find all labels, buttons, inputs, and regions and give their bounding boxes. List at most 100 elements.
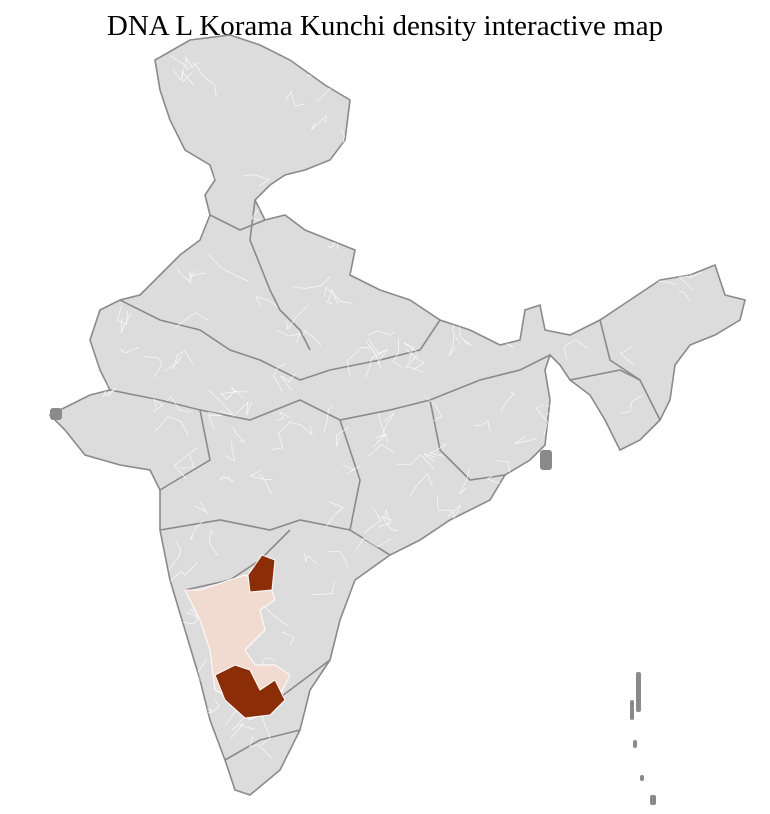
district-border [120,312,132,334]
district-border [168,540,181,571]
district-border [427,749,445,763]
district-border [388,132,404,152]
region-karnataka-high-north[interactable] [247,554,276,593]
district-border [521,554,536,581]
district-border [635,515,653,524]
district-border [249,735,273,760]
district-border [360,712,389,744]
district-border [534,150,557,160]
district-border [478,106,493,123]
district-border [603,262,622,290]
district-border [423,453,436,463]
district-border [349,68,366,87]
district-border [119,347,139,354]
district-border [405,349,425,371]
district-border [372,413,386,448]
district-border [154,416,189,436]
district-border [141,545,157,560]
district-border [108,196,135,216]
district-border [87,576,108,592]
district-border [587,468,598,491]
district-border [180,454,195,469]
district-border [458,325,472,347]
region-karnataka-high-south[interactable] [214,664,286,719]
district-border [396,454,434,470]
district-border [369,221,391,237]
district-border [666,50,683,62]
district-border [101,259,110,277]
district-border [607,546,617,558]
district-border [105,287,120,301]
district-border [642,571,655,588]
district-border [272,420,292,450]
district-border [667,633,685,653]
district-border [527,623,561,641]
district-border [678,272,702,291]
district-border [560,427,575,444]
district-border [451,150,475,166]
district-border [176,267,196,282]
district-border [147,197,160,218]
district-border [429,442,446,457]
district-border [591,637,615,651]
district-border [688,728,703,749]
district-border [392,152,414,169]
district-border [332,181,343,196]
district-border [423,395,442,422]
district-border [141,716,161,737]
district-border [685,133,702,156]
district-border [342,464,361,474]
district-border [408,669,423,694]
district-border [194,502,208,515]
district-border [311,114,327,131]
district-border [346,346,372,376]
district-border [686,363,719,376]
district-border [172,156,190,185]
district-border [220,391,248,400]
district-border [208,254,249,282]
district-border [185,56,202,70]
district-border [499,723,510,737]
district-border [255,296,278,308]
district-border [326,288,338,305]
district-border [219,475,235,483]
district-border [409,473,433,497]
district-border [381,516,399,532]
district-border [336,427,349,447]
district-border [149,207,169,220]
district-border [367,330,395,337]
district-border [368,85,397,97]
district-border [103,172,134,180]
district-border [233,401,252,417]
district-border [610,601,639,625]
district-border [538,547,554,562]
district-border [281,631,295,645]
district-border [170,155,183,178]
district-border [516,531,536,551]
district-border [415,650,444,654]
district-border [536,77,564,92]
district-border [189,272,206,285]
district-border [435,154,458,170]
district-border [677,290,691,302]
district-border [244,174,270,187]
map-title: DNA L Korama Kunchi density interactive … [106,10,664,42]
district-border [335,663,358,679]
district-border [680,411,699,423]
district-border [410,204,428,225]
district-border [581,61,611,72]
district-border [538,566,560,578]
district-border [230,723,256,739]
district-border [121,484,143,503]
district-border [588,670,606,693]
district-border [368,338,389,365]
district-border [579,464,606,485]
district-border [498,156,513,172]
district-border [325,501,344,528]
district-border [501,48,511,63]
district-border [180,616,199,625]
district-border [648,70,659,83]
district-border [145,97,160,113]
district-border [639,79,666,94]
